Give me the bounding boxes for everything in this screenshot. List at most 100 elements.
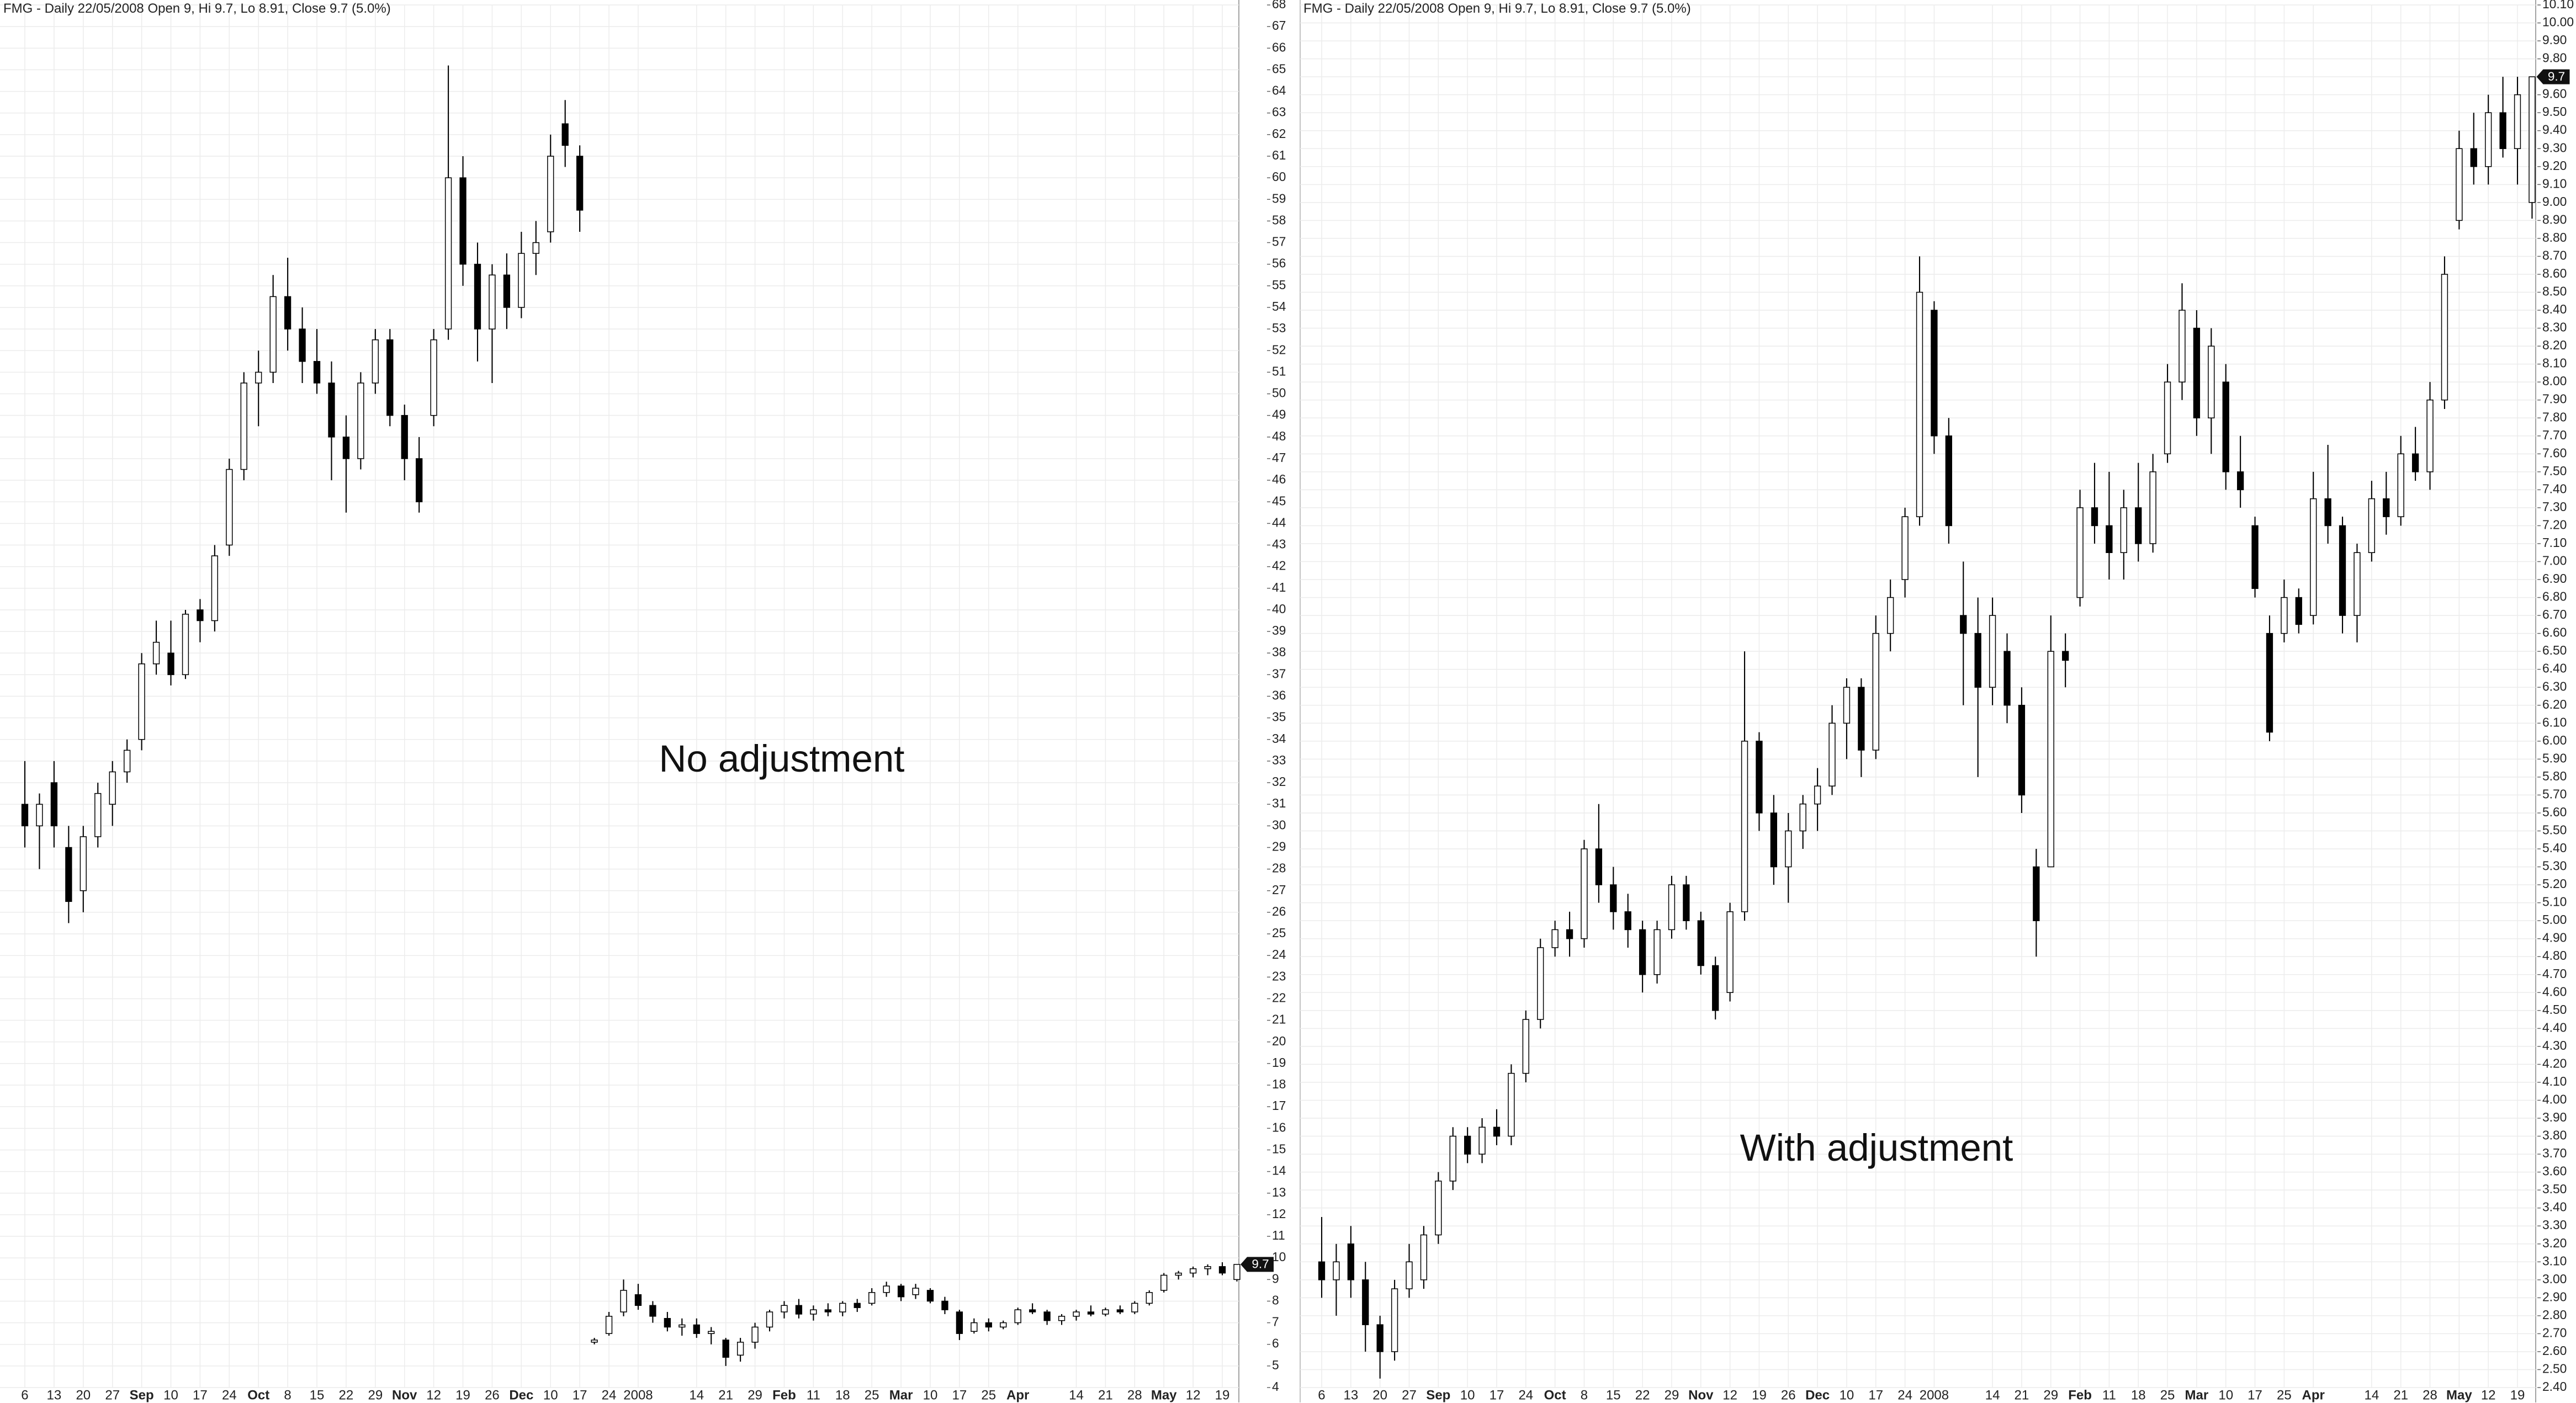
y-tick-label: 28 bbox=[1272, 861, 1286, 875]
y-tick-label: 7.50 bbox=[2542, 464, 2567, 478]
candle-body bbox=[1493, 1126, 1501, 1137]
candle-body bbox=[1233, 1264, 1241, 1280]
y-tick-label: 4.20 bbox=[2542, 1056, 2567, 1070]
candle-body bbox=[2411, 453, 2419, 472]
y-tick-label: 23 bbox=[1272, 969, 1286, 983]
candle-body bbox=[1522, 1019, 1529, 1074]
candle-body bbox=[868, 1292, 876, 1304]
x-tick-label: 15 bbox=[1606, 1388, 1621, 1402]
y-tick-label: 3.10 bbox=[2542, 1253, 2567, 1268]
y-tick-label: 2.50 bbox=[2542, 1361, 2567, 1375]
y-tick-label: 33 bbox=[1272, 753, 1286, 767]
y-tick-label: 25 bbox=[1272, 926, 1286, 940]
candle-body bbox=[2368, 498, 2376, 553]
y-tick-label: 9.10 bbox=[2542, 176, 2567, 190]
last-price-tag bbox=[1241, 1257, 1274, 1272]
y-tick-label: 15 bbox=[1272, 1141, 1286, 1156]
y-tick-label: 4 bbox=[1272, 1379, 1279, 1394]
candle-body bbox=[2324, 498, 2331, 527]
y-tick-label: 58 bbox=[1272, 212, 1286, 227]
candle-body bbox=[1175, 1272, 1182, 1276]
candle-body bbox=[2062, 651, 2069, 661]
x-tick-label: 10 bbox=[1840, 1388, 1854, 1402]
candle-body bbox=[736, 1342, 744, 1356]
y-tick-label: 2.90 bbox=[2542, 1289, 2567, 1304]
x-tick-label: Apr bbox=[1006, 1388, 1029, 1402]
candle-body bbox=[1726, 911, 1734, 993]
y-tick-label: 6.10 bbox=[2542, 715, 2567, 729]
y-tick-label: 7.10 bbox=[2542, 535, 2567, 550]
candle-body bbox=[1756, 741, 1763, 814]
x-tick-label: Sep bbox=[130, 1388, 154, 1402]
candle-body bbox=[839, 1303, 846, 1312]
y-tick-label: 3.40 bbox=[2542, 1200, 2567, 1214]
y-tick-label: 62 bbox=[1272, 126, 1286, 141]
x-tick-label: 2008 bbox=[623, 1388, 653, 1402]
y-tick-label: 8.40 bbox=[2542, 302, 2567, 316]
candle-body bbox=[489, 274, 496, 330]
candle-body bbox=[1799, 803, 1806, 832]
candle-body bbox=[1537, 947, 1544, 1020]
x-tick-label: 20 bbox=[76, 1388, 91, 1402]
x-tick-label: 14 bbox=[689, 1388, 704, 1402]
candle-body bbox=[474, 263, 481, 330]
y-tick-label: 29 bbox=[1272, 839, 1286, 854]
candle-body bbox=[1333, 1261, 1340, 1280]
y-tick-label: 7.70 bbox=[2542, 428, 2567, 442]
y-tick-label: 10.10 bbox=[2542, 0, 2574, 11]
candle-body bbox=[649, 1305, 656, 1317]
candle-body bbox=[2383, 498, 2390, 517]
y-tick-label: 43 bbox=[1272, 537, 1286, 551]
candle-body bbox=[941, 1300, 948, 1310]
y-tick-label: 5.30 bbox=[2542, 859, 2567, 873]
last-price-label: 9.7 bbox=[2548, 70, 2565, 83]
y-tick-label: 8.00 bbox=[2542, 374, 2567, 388]
candle-body bbox=[226, 469, 233, 546]
x-tick-label: May bbox=[1151, 1388, 1177, 1402]
y-tick-label: 67 bbox=[1272, 18, 1286, 33]
x-tick-label: 17 bbox=[1868, 1388, 1883, 1402]
y-tick-label: 7.90 bbox=[2542, 392, 2567, 406]
x-tick-label: 19 bbox=[455, 1388, 470, 1402]
candle-body bbox=[1770, 812, 1778, 868]
y-tick-label: 56 bbox=[1272, 256, 1286, 270]
candle-body bbox=[1131, 1303, 1138, 1312]
candle-body bbox=[401, 414, 408, 459]
chart-panel: 2.40 2.50 2.60 2.70 2.80 2.90 3.00 3.10 3.20 3.30… bbox=[1300, 0, 2574, 1402]
candle-body bbox=[357, 382, 364, 459]
y-tick-label: 18 bbox=[1272, 1077, 1286, 1091]
x-tick-label: 14 bbox=[2365, 1388, 2379, 1402]
y-tick-label: 57 bbox=[1272, 235, 1286, 249]
candle-body bbox=[985, 1322, 992, 1328]
x-tick-label: Feb bbox=[2068, 1388, 2092, 1402]
candle-body bbox=[1204, 1266, 1211, 1269]
candle-body bbox=[2076, 507, 2084, 598]
candle-body bbox=[2266, 633, 2273, 733]
x-tick-label: 19 bbox=[2510, 1388, 2525, 1402]
candle-body bbox=[138, 663, 145, 740]
candle-body bbox=[1391, 1288, 1398, 1352]
y-tick-label: 61 bbox=[1272, 148, 1286, 162]
candle-body bbox=[313, 361, 321, 384]
candle-body bbox=[1362, 1279, 1369, 1325]
candle-body bbox=[824, 1309, 831, 1312]
candle-body bbox=[2529, 76, 2536, 203]
candle-body bbox=[284, 296, 291, 330]
x-tick-label: 6 bbox=[1318, 1388, 1325, 1402]
x-tick-label: Nov bbox=[1688, 1388, 1714, 1402]
y-tick-label: 42 bbox=[1272, 559, 1286, 573]
y-tick-label: 8.70 bbox=[2542, 248, 2567, 262]
y-tick-label: 46 bbox=[1272, 472, 1286, 486]
y-tick-label: 7.20 bbox=[2542, 517, 2567, 532]
y-tick-label: 6.50 bbox=[2542, 643, 2567, 657]
x-tick-label: 26 bbox=[1781, 1388, 1796, 1402]
candle-body bbox=[1146, 1292, 1153, 1304]
x-tick-label: 18 bbox=[2131, 1388, 2146, 1402]
candle-body bbox=[2135, 507, 2142, 544]
y-tick-label: 9.20 bbox=[2542, 158, 2567, 173]
y-tick-label: 9.40 bbox=[2542, 123, 2567, 137]
candle-body bbox=[1595, 848, 1603, 885]
candle-body bbox=[503, 274, 511, 308]
candle-body bbox=[1989, 615, 1996, 688]
